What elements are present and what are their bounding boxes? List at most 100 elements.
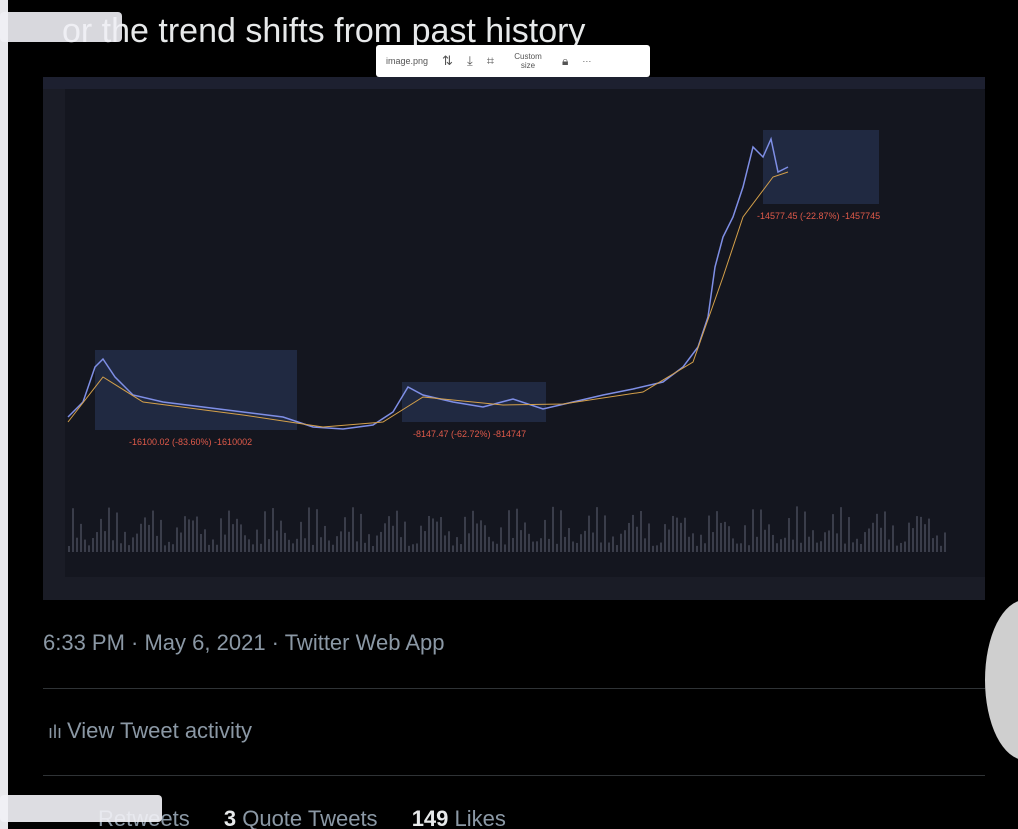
volume-bar	[704, 543, 706, 552]
volume-bar	[596, 507, 598, 552]
volume-bar	[544, 519, 546, 552]
volume-bar	[824, 532, 826, 552]
volume-bar	[772, 534, 774, 552]
volume-bar	[212, 539, 214, 552]
volume-bar	[264, 511, 266, 552]
volume-bar	[280, 520, 282, 552]
volume-bar	[204, 529, 206, 552]
volume-bar	[312, 544, 314, 552]
bottom-bar	[43, 577, 985, 600]
volume-bar	[932, 538, 934, 552]
volume-bar	[940, 545, 942, 552]
volume-bar	[784, 537, 786, 552]
volume-bar	[428, 515, 430, 552]
volume-bar	[352, 507, 354, 552]
volume-bar	[532, 541, 534, 552]
volume-bar	[592, 532, 594, 552]
volume-bar	[680, 522, 682, 552]
icon[interactable]: ···	[582, 56, 592, 66]
volume-bar	[468, 533, 470, 552]
icon[interactable]: 🔒︎	[562, 53, 569, 68]
activity-label[interactable]: View Tweet activity	[67, 718, 253, 743]
volume-bar	[248, 539, 250, 552]
volume-bar	[260, 543, 262, 552]
volume-bar	[188, 519, 190, 552]
volume-bar	[712, 532, 714, 552]
floating-controls[interactable]	[0, 12, 122, 42]
volume-bar	[760, 509, 762, 552]
price-line	[67, 136, 789, 430]
volume-bar	[868, 528, 870, 552]
volume-bar	[348, 531, 350, 552]
volume-bar	[676, 517, 678, 552]
volume-bar	[256, 529, 258, 552]
timestamp: 6:33 PM · May 6, 2021 · Twitter Web App	[43, 630, 445, 655]
volume-bar	[432, 518, 434, 552]
volume-bar	[564, 536, 566, 552]
volume-bar	[464, 516, 466, 552]
tweet-text: or the trend shifts from past history	[62, 12, 586, 50]
volume-bar	[796, 506, 798, 552]
volume-bar	[740, 543, 742, 552]
icon[interactable]: ⇅	[442, 53, 453, 68]
icon[interactable]: ⌗	[486, 53, 495, 68]
volume-bar	[232, 524, 234, 552]
volume-bar	[840, 507, 842, 552]
volume-bar	[420, 525, 422, 552]
divider	[43, 688, 985, 689]
size-button[interactable]: Custom size	[514, 52, 542, 70]
volume-bar	[128, 545, 130, 552]
volume-bar	[200, 533, 202, 552]
volume-bar	[176, 527, 178, 552]
volume-bar	[208, 544, 210, 552]
volume-bar	[284, 532, 286, 552]
volume-bar	[684, 517, 686, 552]
volume-bar	[736, 543, 738, 552]
volume-bar	[540, 538, 542, 552]
top-bar	[43, 77, 985, 89]
volume-bar	[808, 536, 810, 552]
volume-bar	[72, 508, 74, 552]
volume-bar	[688, 536, 690, 552]
icon[interactable]: ⤓	[466, 53, 473, 68]
volume-bar	[720, 522, 722, 552]
volume-bar	[356, 541, 358, 552]
volume-bar	[456, 537, 458, 552]
volume-bar	[88, 545, 90, 552]
volume-bar	[96, 532, 98, 552]
volume-bar	[936, 535, 938, 552]
volume-bar	[396, 510, 398, 552]
volume-bar	[496, 543, 498, 552]
volume-bar	[864, 532, 866, 552]
volume-bar	[556, 543, 558, 552]
volume-bar	[480, 520, 482, 552]
volume-bar	[148, 524, 150, 552]
recorder-toolbar[interactable]	[0, 795, 162, 822]
volume-bar	[400, 537, 402, 552]
annotation: -8147.47 (-62.72%) -814747	[413, 429, 526, 439]
volume-bar	[344, 517, 346, 552]
volume-bar	[132, 537, 134, 552]
volume-bar	[116, 512, 118, 552]
volume-bar	[872, 522, 874, 552]
volume-bar	[908, 522, 910, 552]
stat-label[interactable]: Likes	[454, 806, 506, 829]
volume-bar	[220, 518, 222, 552]
volume-bar	[568, 528, 570, 552]
volume-bar	[68, 546, 70, 552]
volume-bar	[892, 525, 894, 552]
annotation: -14577.45 (-22.87%) -1457745	[757, 211, 880, 221]
stat-label[interactable]: Quote Tweets	[242, 806, 378, 829]
volume-bar	[448, 531, 450, 552]
file-name[interactable]: image.png	[386, 56, 429, 66]
volume-bar	[492, 541, 494, 552]
activity-link[interactable]: ılı View Tweet activity	[48, 718, 253, 743]
volume-bar	[196, 516, 198, 552]
volume-bar	[624, 530, 626, 552]
volume-bar	[580, 534, 582, 552]
volume-bar	[848, 517, 850, 552]
volume-bar	[268, 539, 270, 552]
volume-bar	[272, 508, 274, 552]
volume-bar	[560, 510, 562, 552]
volume-bar	[436, 521, 438, 552]
